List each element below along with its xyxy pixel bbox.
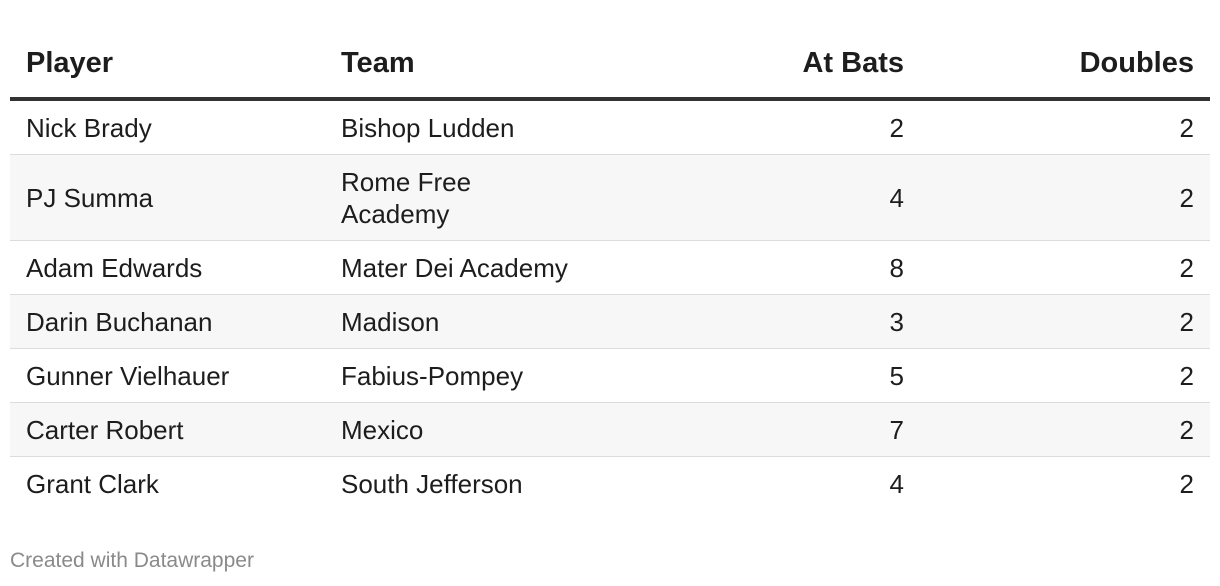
table-header: Player Team At Bats Doubles: [10, 30, 1210, 101]
column-header-at-bats[interactable]: At Bats: [615, 30, 920, 101]
player-cell: Nick Brady: [10, 99, 325, 155]
doubles-cell: 2: [920, 154, 1210, 241]
team-cell: Mater Dei Academy: [325, 240, 615, 295]
team-cell: Mexico: [325, 402, 615, 457]
at-bats-cell: 5: [615, 348, 920, 403]
table-row: Darin Buchanan Madison 3 2: [10, 294, 1210, 349]
column-header-team[interactable]: Team: [325, 30, 615, 101]
table-row: Adam Edwards Mater Dei Academy 8 2: [10, 240, 1210, 295]
table-row: Carter Robert Mexico 7 2: [10, 402, 1210, 457]
at-bats-cell: 4: [889, 468, 904, 499]
doubles-cell: 2: [920, 348, 1210, 403]
player-cell: Adam Edwards: [10, 240, 325, 295]
at-bats-cell: 4: [615, 154, 920, 241]
at-bats-cell: 3: [615, 294, 920, 349]
doubles-cell: 2: [1179, 468, 1194, 499]
header-row: Player Team At Bats Doubles: [10, 30, 1210, 101]
at-bats-cell: 7: [615, 402, 920, 457]
table-row: Nick Brady Bishop Ludden 2 2: [10, 99, 1210, 155]
datawrapper-credit[interactable]: Created with Datawrapper: [10, 549, 254, 572]
column-header-player[interactable]: Player: [10, 30, 325, 101]
table-body: Nick Brady Bishop Ludden 2 2 PJ Summa Ro…: [10, 99, 1210, 510]
stats-table: Player Team At Bats Doubles Nick Brady B…: [10, 30, 1210, 510]
player-cell: Carter Robert: [10, 402, 325, 457]
team-cell: Rome Free Academy: [325, 154, 615, 241]
team-cell: Bishop Ludden: [325, 99, 615, 155]
at-bats-cell: 2: [615, 99, 920, 155]
player-cell: Darin Buchanan: [10, 294, 325, 349]
stats-table-container: Player Team At Bats Doubles Nick Brady B…: [10, 30, 1210, 510]
player-cell: Grant Clark: [26, 468, 159, 499]
table-row: PJ Summa Rome Free Academy 4 2: [10, 154, 1210, 241]
table-row: Gunner Vielhauer Fabius-Pompey 5 2: [10, 348, 1210, 403]
player-cell: PJ Summa: [10, 154, 325, 241]
team-cell: Fabius-Pompey: [325, 348, 615, 403]
column-header-doubles[interactable]: Doubles: [920, 30, 1210, 101]
doubles-cell: 2: [920, 294, 1210, 349]
doubles-cell: 2: [920, 402, 1210, 457]
team-cell: Madison: [325, 294, 615, 349]
doubles-cell: 2: [920, 240, 1210, 295]
doubles-cell: 2: [920, 99, 1210, 155]
player-cell: Gunner Vielhauer: [10, 348, 325, 403]
at-bats-cell: 8: [615, 240, 920, 295]
table-row: Grant Clark South Jefferson 4 2: [10, 457, 1210, 511]
team-cell: South Jefferson: [341, 468, 523, 499]
